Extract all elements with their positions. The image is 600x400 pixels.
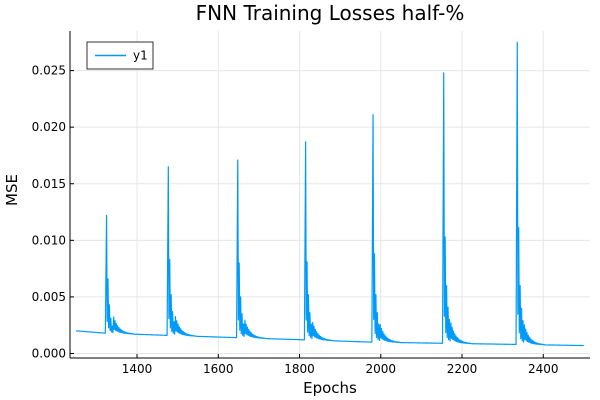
x-tick-label-1: 1600 — [203, 362, 234, 376]
y-tick-label-4: 0.020 — [32, 120, 66, 134]
y-tick-label-5: 0.025 — [32, 64, 66, 78]
chart-title: FNN Training Losses half-% — [196, 1, 465, 25]
y-axis-label: MSE — [3, 174, 21, 206]
series-layer — [76, 41, 584, 347]
legend: y1 — [86, 41, 154, 70]
x-tick-label-0: 1400 — [122, 362, 153, 376]
x-tick-label-5: 2400 — [528, 362, 559, 376]
legend-label-y1: y1 — [133, 49, 148, 63]
series-line-y1 — [76, 41, 584, 347]
ticks-layer: 1400 1600 1800 2000 2200 2400 0.000 0.005 0.010 0… — [32, 64, 559, 376]
y-tick-label-2: 0.010 — [32, 233, 66, 247]
y-tick-label-1: 0.005 — [32, 290, 66, 304]
y-tick-label-0: 0.000 — [32, 346, 66, 360]
grid-layer — [70, 31, 590, 358]
axes-layer — [69, 31, 590, 359]
x-tick-label-3: 2000 — [366, 362, 397, 376]
x-tick-label-4: 2200 — [447, 362, 478, 376]
y-tick-label-3: 0.015 — [32, 177, 66, 191]
x-axis-label: Epochs — [303, 379, 357, 397]
x-tick-label-2: 1800 — [284, 362, 315, 376]
